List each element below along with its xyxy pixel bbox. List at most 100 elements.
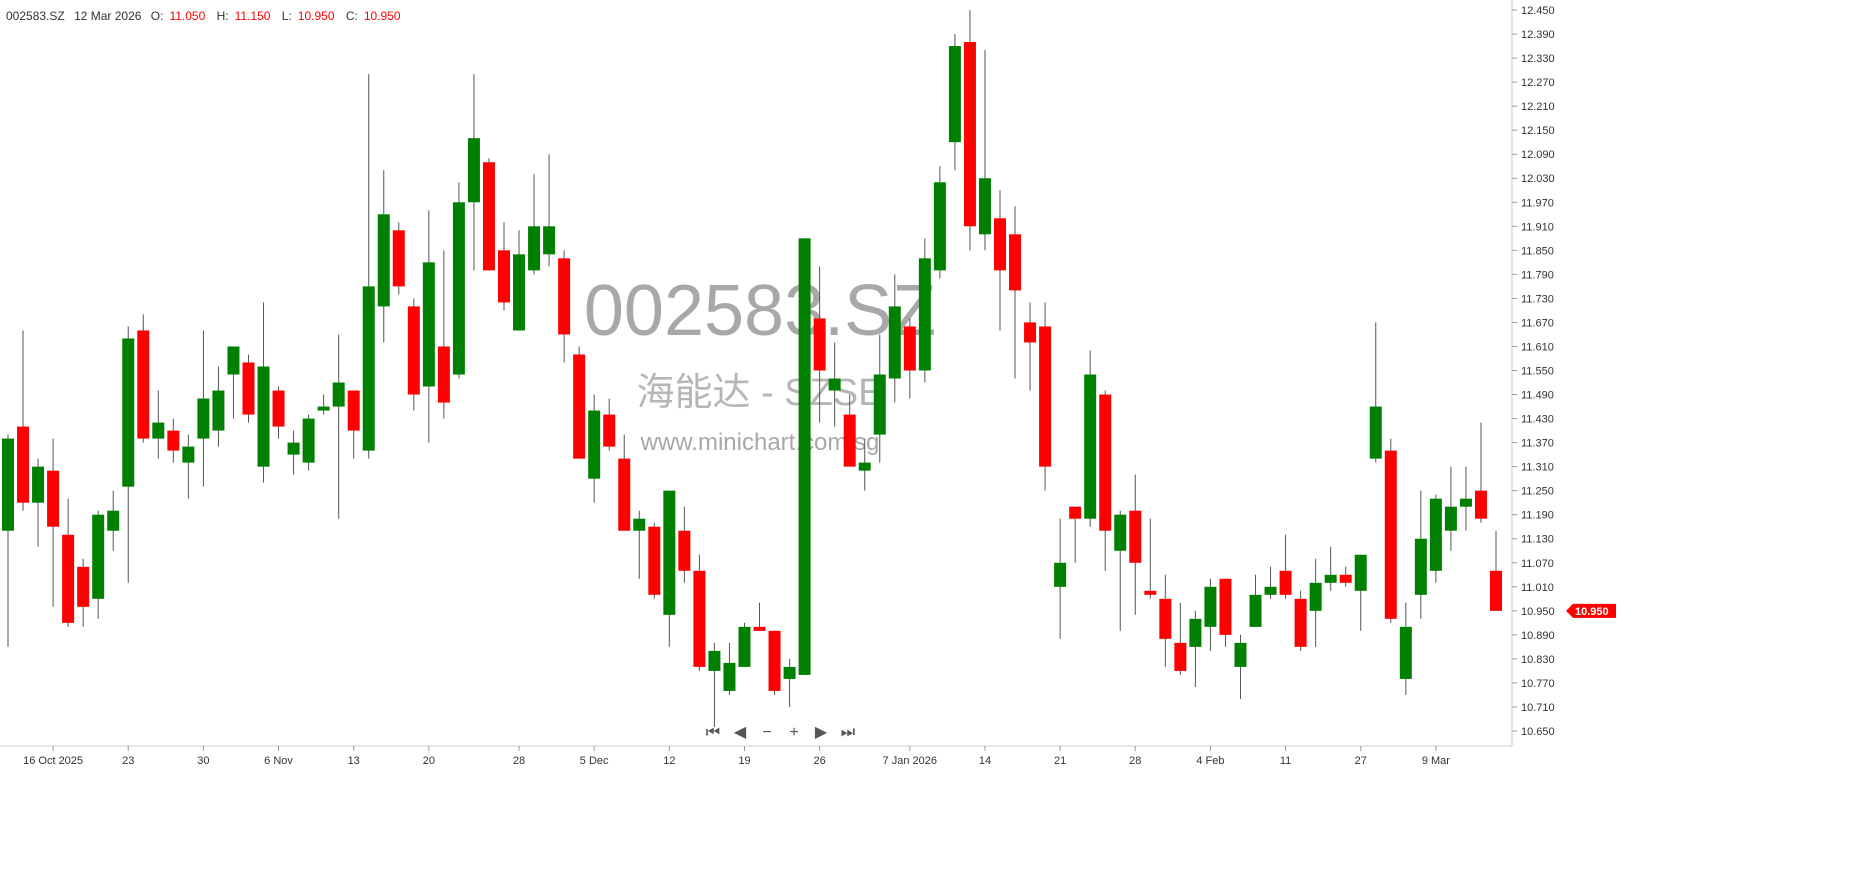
time-tick-label: 28: [513, 755, 525, 767]
price-tick-label: 10.830: [1521, 654, 1555, 666]
price-tick-label: 11.130: [1521, 534, 1554, 546]
time-tick-label: 19: [738, 755, 750, 767]
time-tick-label: 6 Nov: [264, 755, 293, 767]
candle: [377, 170, 390, 343]
candle: [1039, 302, 1052, 491]
price-tick-label: 10.770: [1521, 678, 1555, 690]
candle: [693, 554, 706, 671]
candle-body: [482, 162, 495, 271]
low-label: L:: [281, 9, 292, 23]
candle-body: [1189, 618, 1202, 647]
candle-body: [513, 254, 526, 331]
candle: [2, 434, 14, 647]
candle-body: [813, 318, 826, 371]
candle: [482, 158, 495, 271]
candle-body: [137, 330, 150, 439]
nav-prev-button[interactable]: ◀: [734, 724, 747, 741]
candle-body: [62, 534, 75, 623]
candle-body: [197, 398, 210, 439]
candle-body: [828, 378, 841, 391]
nav-zoom-in-button[interactable]: +: [789, 724, 798, 741]
candle-body: [573, 354, 586, 459]
candle-body: [873, 374, 886, 435]
candle-body: [152, 422, 165, 439]
candle-body: [1039, 326, 1052, 467]
candle: [122, 326, 135, 583]
nav-next-button[interactable]: ▶: [815, 724, 828, 741]
high-value: 11.150: [234, 9, 271, 23]
candle-body: [347, 390, 360, 431]
time-tick-label: 28: [1129, 755, 1141, 767]
candle-body: [212, 390, 225, 431]
candle-body: [332, 382, 345, 407]
candle: [437, 250, 450, 419]
candle-body: [1414, 538, 1427, 595]
candle-body: [753, 626, 766, 631]
candle: [708, 642, 721, 727]
candle-body: [768, 630, 781, 691]
price-tick-label: 12.150: [1521, 125, 1555, 137]
last-price-tag: 10.950: [1566, 603, 1616, 618]
candle: [918, 238, 931, 383]
candle: [1324, 546, 1337, 591]
candle: [257, 302, 270, 483]
candle-body: [437, 346, 450, 403]
price-tick-label: 10.950: [1521, 606, 1555, 618]
price-tick-label: 11.430: [1521, 414, 1554, 426]
candle: [1174, 602, 1187, 675]
candle-body: [452, 202, 465, 375]
candle: [1354, 554, 1367, 631]
nav-last-button[interactable]: ⏭: [841, 724, 855, 741]
candle: [1490, 530, 1502, 611]
price-tick-label: 12.090: [1521, 149, 1555, 161]
price-tick-label: 11.070: [1521, 558, 1554, 570]
candle-body: [558, 258, 571, 335]
last-price-tag-shape: [1566, 603, 1616, 618]
candle-body: [994, 218, 1006, 271]
candle-body: [122, 338, 135, 487]
nav-first-button[interactable]: ⏮: [706, 724, 720, 741]
candle: [813, 266, 826, 423]
candle-body: [317, 406, 330, 411]
navigation-controls: ⏮ ◀ − + ▶ ⏭: [706, 724, 855, 741]
candle: [1234, 634, 1247, 699]
candle: [47, 438, 60, 607]
watermark: 002583.SZ 海能达 - SZSE www.minichart.com.s…: [584, 271, 936, 456]
candle: [1294, 590, 1307, 651]
candle-body: [1024, 322, 1037, 343]
candle: [1444, 466, 1457, 551]
price-tick-label: 11.610: [1521, 341, 1554, 353]
candle: [62, 498, 75, 627]
time-tick-label: 4 Feb: [1196, 755, 1224, 767]
candle-body: [1174, 642, 1187, 671]
candle-body: [1354, 554, 1367, 591]
price-tick-label: 12.270: [1521, 77, 1555, 89]
candle-body: [182, 446, 195, 463]
candle: [1264, 566, 1277, 599]
candle-body: [1324, 574, 1337, 583]
price-axis[interactable]: 12.450 12.390 12.330 12.270 12.210 12.150 12.0…: [1512, 5, 1555, 738]
candle-body: [377, 214, 390, 307]
candle: [753, 602, 766, 631]
candle-body: [933, 182, 946, 271]
candle: [843, 394, 856, 467]
candle-body: [392, 230, 405, 287]
candle: [1414, 490, 1427, 619]
time-axis[interactable]: 16 Oct 2025 23 30 6 Nov 13 20 28 5 Dec 12 19 26 7 J…: [23, 746, 1450, 767]
candle-body: [1294, 598, 1307, 647]
nav-zoom-out-button[interactable]: −: [762, 724, 771, 741]
candle: [242, 354, 255, 423]
candle-body: [843, 414, 856, 467]
candle: [1429, 494, 1442, 583]
candle: [272, 386, 285, 439]
candle-body: [272, 390, 285, 427]
time-tick-label: 13: [348, 755, 360, 767]
candle: [1129, 474, 1142, 615]
candle: [783, 658, 796, 707]
price-tick-label: 11.190: [1521, 510, 1554, 522]
price-tick-label: 10.890: [1521, 630, 1555, 642]
candle: [1474, 422, 1487, 523]
price-tick-label: 11.490: [1521, 390, 1554, 402]
candle-body: [798, 238, 811, 675]
